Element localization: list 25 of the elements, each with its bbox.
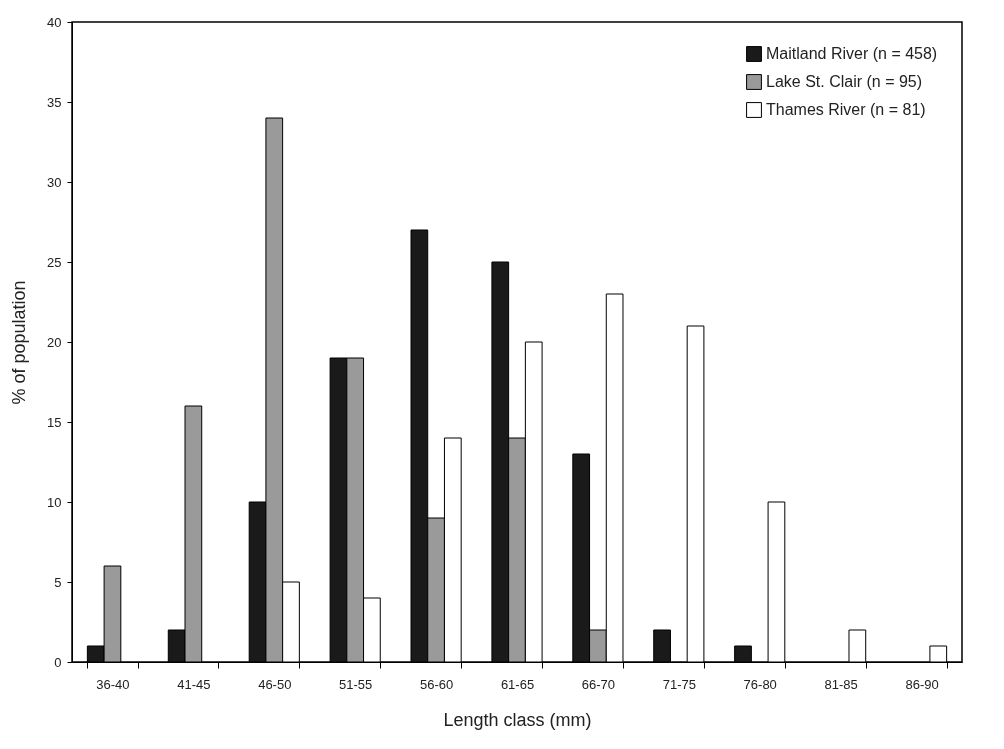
x-tick-label: 36-40 [96,676,130,692]
x-tick-label: 66-70 [581,676,616,692]
x-tick-label: 46-50 [258,676,292,692]
legend-label: Thames River (n = 81) [766,101,926,118]
y-tick-label: 20 [47,334,62,350]
y-tick-label: 30 [47,174,62,190]
legend-label: Lake St. Clair (n = 95) [766,73,923,90]
x-tick-label: 71-75 [662,676,696,692]
legend-label: Maitland River (n = 458) [766,45,938,62]
x-tick-label: 81-85 [824,676,858,692]
x-tick-label: 86-90 [905,676,939,692]
x-tick-label: 56-60 [419,676,454,692]
y-tick-label: 0 [54,654,62,670]
y-tick-label: 35 [47,94,62,110]
y-tick-label: 40 [47,14,62,30]
x-tick-label: 76-80 [743,676,777,692]
x-tick-label: 41-45 [177,676,211,692]
y-tick-label: 5 [54,574,62,590]
x-tick-label: 51-55 [339,676,373,692]
y-tick-label: 10 [47,494,62,510]
x-axis-title: Length class (mm) [443,709,592,730]
y-tick-label: 15 [47,414,62,430]
y-axis-title: % of population [9,280,30,405]
x-tick-label: 61-65 [500,676,535,692]
y-tick-label: 25 [47,254,62,270]
